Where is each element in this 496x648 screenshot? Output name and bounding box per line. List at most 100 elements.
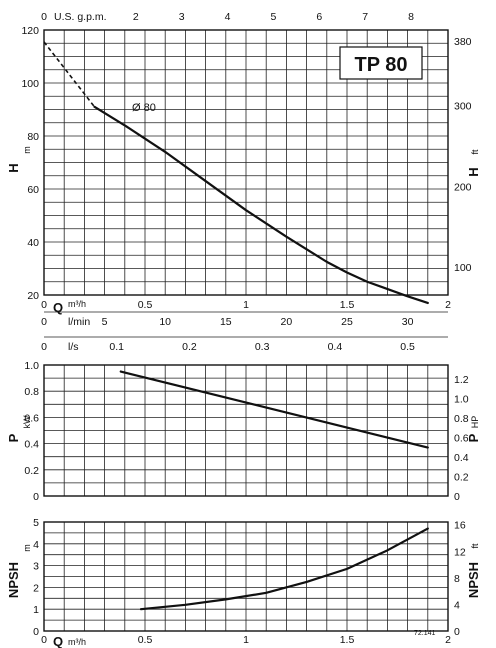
head-y-tick: 40 [27, 237, 39, 249]
npsh-y2-tick: 12 [454, 546, 466, 558]
npsh-y2-tick: 4 [454, 599, 460, 611]
head-y-tick: 100 [21, 78, 39, 90]
npsh-x-tick: 2 [445, 634, 451, 646]
npsh-y-tick: 3 [33, 561, 39, 573]
lmin-axis-tick: 5 [102, 316, 108, 328]
model-label: TP 80 [355, 54, 408, 76]
curve-annotation-diameter: Ø 80 [132, 102, 156, 114]
power-y-tick: 0 [33, 491, 39, 503]
head-x-tick: 0 [41, 299, 47, 311]
power-y2-tick: 0 [454, 491, 460, 503]
lmin-axis-tick: 30 [402, 316, 414, 328]
head-x-unit: m³/h [68, 299, 86, 309]
ls-axis-tick: 0.1 [109, 341, 124, 353]
top-axis-tick: 3 [179, 11, 185, 23]
model-label-box [339, 46, 423, 80]
head-x-tick: 1 [243, 299, 249, 311]
npsh-x-label: Q [53, 634, 63, 648]
top-axis-tick: 4 [225, 11, 231, 23]
npsh-y2-tick: 16 [454, 520, 466, 532]
npsh-x-tick: 1 [243, 634, 249, 646]
head-x-tick: 1.5 [340, 299, 355, 311]
head-x-label: Q [53, 300, 63, 315]
power-y-tick: 1.0 [24, 360, 39, 372]
lmin-axis-tick: 10 [159, 316, 171, 328]
lmin-axis-tick: 20 [281, 316, 293, 328]
ls-axis-tick: 0 [41, 341, 47, 353]
top-axis-tick: 7 [362, 11, 368, 23]
lmin-axis-tick: 25 [341, 316, 353, 328]
npsh-curve [139, 527, 429, 611]
power-y2-unit: HP [470, 416, 480, 429]
npsh-frame [43, 521, 449, 632]
ls-axis-tick: 0.4 [328, 341, 343, 353]
head-y-tick: 120 [21, 25, 39, 37]
npsh-x-tick: 0.5 [138, 634, 153, 646]
npsh-y-unit: m [22, 544, 32, 552]
power-frame [43, 364, 449, 497]
npsh-x-tick: 1.5 [340, 634, 355, 646]
ls-axis-label: l/s [68, 341, 79, 353]
npsh-y-tick: 4 [33, 539, 39, 551]
lmin-axis-tick: 15 [220, 316, 232, 328]
head-y2-label: H [466, 167, 481, 176]
power-curve [119, 370, 429, 449]
head-y2-tick: 200 [454, 181, 472, 193]
lmin-axis-label: l/min [68, 316, 90, 328]
top-axis-tick: 2 [133, 11, 139, 23]
head-y2-tick: 300 [454, 101, 472, 113]
npsh-y-tick: 5 [33, 517, 39, 529]
head-y2-tick: 100 [454, 262, 472, 274]
power-y2-tick: 0.8 [454, 413, 469, 425]
power-y-tick: 0.8 [24, 386, 39, 398]
top-axis-tick: 6 [316, 11, 322, 23]
power-y2-label: P [466, 433, 481, 442]
ls-axis-tick: 0.5 [400, 341, 415, 353]
head-curve-dashed [43, 41, 96, 108]
head-y-unit: m [22, 146, 32, 154]
top-axis-tick: 5 [270, 11, 276, 23]
npsh-y-tick: 0 [33, 626, 39, 638]
head-x-tick: 0.5 [138, 299, 153, 311]
frame-layer [43, 29, 449, 632]
head-x-tick: 2 [445, 299, 451, 311]
top-axis-tick: 8 [408, 11, 414, 23]
power-y-label: P [6, 433, 21, 442]
npsh-y-label: NPSH [6, 562, 21, 598]
head-curve [93, 105, 429, 305]
power-y2-tick: 1.0 [454, 393, 469, 405]
npsh-y-tick: 1 [33, 604, 39, 616]
npsh-y2-tick: 8 [454, 573, 460, 585]
top-axis-tick: 0 [41, 11, 47, 23]
grid-layer [43, 29, 449, 632]
lmin-axis-tick: 0 [41, 316, 47, 328]
npsh-x-tick: 0 [41, 634, 47, 646]
npsh-x-unit: m³/h [68, 637, 86, 647]
head-y-tick: 20 [27, 290, 39, 302]
ls-axis-tick: 0.3 [255, 341, 270, 353]
npsh-y-tick: 2 [33, 582, 39, 594]
npsh-y2-label: NPSH [466, 562, 481, 598]
curve-layer [43, 41, 429, 611]
power-y-unit: kW [22, 415, 32, 429]
npsh-y2-tick: 0 [454, 626, 460, 638]
power-y-tick: 0.6 [24, 412, 39, 424]
npsh-y2-unit: ft [470, 543, 480, 549]
top-axis-label: U.S. g.p.m. [54, 11, 107, 23]
ls-axis-tick: 0.2 [182, 341, 197, 353]
power-y2-tick: 0.4 [454, 452, 469, 464]
head-y-tick: 60 [27, 184, 39, 196]
power-y2-tick: 0.6 [454, 432, 469, 444]
head-y2-unit: ft [470, 149, 480, 155]
head-y-tick: 80 [27, 131, 39, 143]
power-y-tick: 0.4 [24, 439, 39, 451]
power-y2-tick: 1.2 [454, 374, 469, 386]
power-y-tick: 0.2 [24, 465, 39, 477]
power-y2-tick: 0.2 [454, 471, 469, 483]
head-y2-tick: 380 [454, 36, 472, 48]
head-frame [43, 29, 449, 296]
figure-code: 72.141 [414, 630, 436, 637]
head-y-label: H [6, 163, 21, 172]
